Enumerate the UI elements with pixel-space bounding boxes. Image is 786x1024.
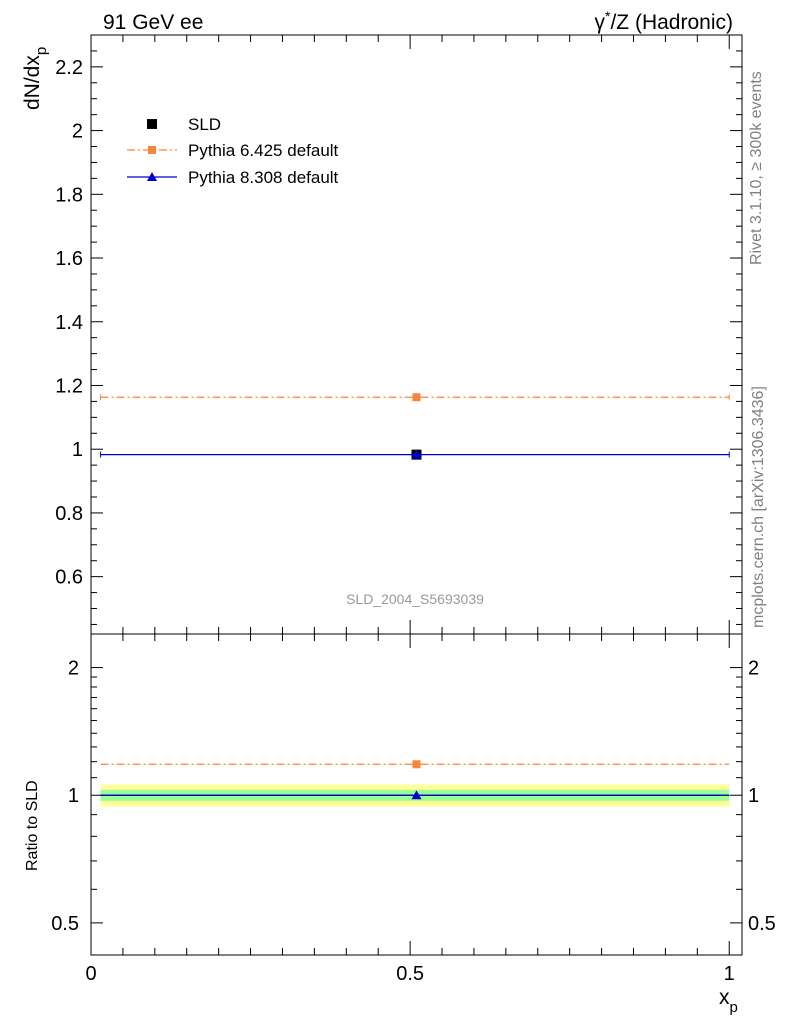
x-tick-label: 0.5 [396, 963, 424, 985]
y-tick-label-left: 1 [68, 785, 79, 807]
main-panel: 0.6 0.8 1 1.2 1.4 1.6 1.8 2 2.2 [55, 34, 743, 635]
ratio-data-point [411, 790, 422, 800]
side-label-rivet: Rivet 3.1.10, ≥ 300k events [748, 71, 765, 265]
header-left: 91 GeV ee [103, 11, 203, 34]
y-tick-label: 1.4 [55, 312, 83, 334]
x-tick-label: 1 [724, 963, 735, 985]
y-tick-label: 0.8 [55, 503, 83, 525]
y-axis-label-main: dN/dxp [21, 47, 50, 110]
legend-label: Pythia 6.425 default [188, 141, 339, 160]
y-tick-label: 1.6 [55, 248, 83, 270]
legend-marker [147, 119, 157, 129]
legend-label: Pythia 8.308 default [188, 168, 339, 187]
x-axis-label: xp [719, 986, 738, 1016]
ratio-frame [90, 633, 743, 956]
data-point [412, 393, 421, 402]
y-tick-label: 0.6 [55, 567, 83, 589]
side-label-mcplots: mcplots.cern.ch [arXiv:1306.3436] [750, 386, 767, 628]
y-tick-label-right: 1 [748, 785, 759, 807]
legend-marker [148, 146, 156, 154]
legend-label: SLD [188, 115, 221, 134]
analysis-watermark: SLD_2004_S5693039 [346, 591, 484, 607]
y-tick-label-right: 2 [748, 658, 759, 680]
legend-marker [147, 172, 157, 181]
legend: SLD Pythia 6.425 default Pythia 8.308 defa… [127, 115, 339, 187]
header-right: γ*/Z (Hadronic) [595, 8, 733, 34]
x-tick-label: 0 [85, 963, 96, 985]
y-tick-label-right: 0.5 [748, 913, 776, 935]
data-point [411, 449, 422, 459]
y-tick-label: 1.8 [55, 184, 83, 206]
ratio-data-point [412, 760, 421, 769]
y-tick-label-left: 2 [68, 658, 79, 680]
y-tick-label: 1.2 [55, 375, 83, 397]
y-tick-label-left: 0.5 [51, 913, 79, 935]
ratio-panel: 0.5 0.5 1 1 2 2 0 0.5 1 [51, 633, 776, 985]
y-tick-label: 2.2 [55, 57, 83, 79]
y-tick-label: 2 [72, 121, 83, 143]
y-axis-label-ratio: Ratio to SLD [24, 780, 41, 871]
y-tick-label: 1 [72, 439, 83, 461]
